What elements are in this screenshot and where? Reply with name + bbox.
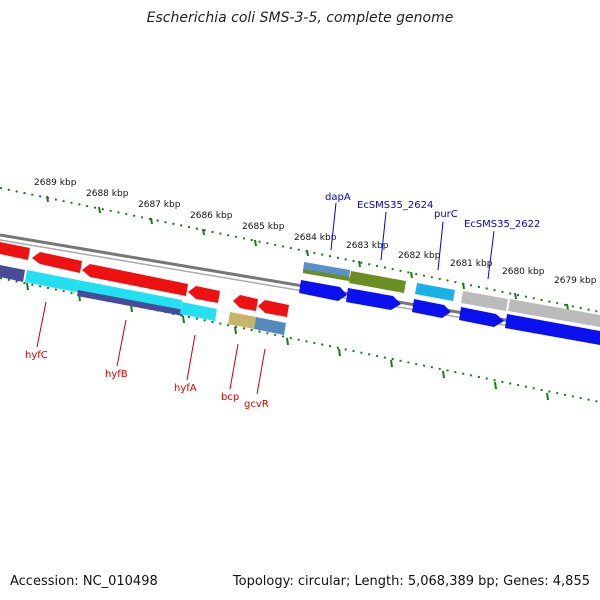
gene-arrow-forward	[346, 288, 401, 310]
gene-arrow-reverse	[82, 264, 188, 296]
ruler-tick	[286, 337, 289, 346]
ruler-tick	[566, 303, 569, 311]
ruler-tick	[254, 239, 257, 247]
feature-block	[508, 299, 600, 327]
label-leader	[116, 319, 127, 367]
forward-gene-labels	[330, 202, 495, 280]
ruler-tick	[514, 292, 517, 300]
gene-label-gcvR: gcvR	[244, 399, 269, 410]
gene-arrow-reverse	[233, 295, 258, 311]
ruler-label: 2684 kbp	[294, 233, 337, 243]
forward-strand-upper-features	[303, 262, 600, 327]
gene-label-hyfB: hyfB	[105, 369, 128, 380]
ruler-tick	[306, 249, 309, 257]
label-leader	[186, 334, 196, 381]
ruler-label: 2681 kbp	[450, 259, 493, 269]
gene-label-bcp: bcp	[221, 392, 239, 403]
accession-text: Accession: NC_010498	[10, 574, 158, 589]
ruler-ticks-inner	[26, 282, 549, 401]
label-leader	[256, 348, 266, 395]
ruler-tick	[234, 326, 237, 335]
gene-label-hyfA: hyfA	[174, 383, 197, 394]
ruler-tick	[98, 206, 101, 214]
label-leader	[487, 230, 495, 280]
label-leader	[330, 202, 337, 251]
map-title: Escherichia coli SMS-3-5, complete genom…	[146, 10, 454, 26]
gene-arrow-forward	[299, 280, 347, 301]
reverse-strand-features	[0, 242, 289, 317]
gene-label-EcSMS35_2624: EcSMS35_2624	[357, 200, 433, 211]
feature-block	[180, 302, 217, 321]
gene-arrow-reverse	[188, 286, 220, 303]
feature-block	[254, 317, 286, 335]
gene-label-hyfC: hyfC	[25, 350, 48, 361]
ruler-label: 2688 kbp	[86, 189, 129, 199]
feature-block	[461, 291, 508, 311]
gene-label-EcSMS35_2622: EcSMS35_2622	[464, 219, 540, 230]
label-leader	[437, 221, 444, 271]
ruler-label: 2687 kbp	[138, 200, 181, 210]
feature-block	[303, 269, 350, 281]
ruler-tick	[390, 359, 393, 368]
ruler-label: 2686 kbp	[190, 211, 233, 221]
ruler-label: 2679 kbp	[554, 276, 597, 286]
ruler-label: 2680 kbp	[502, 267, 545, 277]
ruler-tick	[46, 195, 49, 203]
genome-summary: Topology: circular; Length: 5,068,389 bp…	[232, 574, 590, 589]
feature-block	[25, 270, 78, 292]
ruler-tick	[358, 260, 361, 268]
ruler-tick	[150, 217, 153, 225]
reverse-strand-lower-features	[0, 265, 286, 335]
feature-block	[77, 290, 184, 316]
ruler-label: 2685 kbp	[242, 222, 285, 232]
ruler-tick	[182, 315, 185, 324]
ruler-tick	[202, 228, 205, 236]
ruler-ticks-outer	[46, 195, 569, 311]
ruler-tick	[338, 348, 341, 357]
gene-arrow-forward	[412, 299, 451, 318]
ruler-label: 2682 kbp	[398, 251, 441, 261]
feature-block	[0, 265, 25, 282]
gene-arrow-forward	[459, 307, 504, 327]
feature-block	[228, 312, 256, 329]
feature-block	[415, 283, 455, 301]
feature-block	[76, 280, 182, 312]
gene-arrow-reverse	[258, 300, 289, 317]
feature-block	[349, 271, 406, 293]
gene-label-purC: purC	[434, 209, 458, 220]
label-leader	[36, 301, 47, 348]
gene-label-dapA: dapA	[325, 192, 351, 203]
label-leader	[229, 343, 239, 390]
gene-arrow-forward	[505, 314, 600, 345]
label-leader	[380, 211, 387, 261]
gene-arrow-reverse	[32, 252, 82, 273]
ruler-tick	[462, 282, 465, 290]
ruler-tick	[494, 381, 497, 390]
reverse-gene-labels	[36, 301, 266, 395]
ruler-tick	[546, 392, 549, 401]
ruler-tick	[26, 282, 29, 291]
gene-arrow-reverse	[0, 242, 30, 260]
ruler-label: 2683 kbp	[346, 241, 389, 251]
forward-strand-features	[299, 280, 600, 345]
ruler-tick	[442, 370, 445, 379]
ruler-label: 2689 kbp	[34, 178, 77, 188]
ruler-tick	[410, 271, 413, 279]
